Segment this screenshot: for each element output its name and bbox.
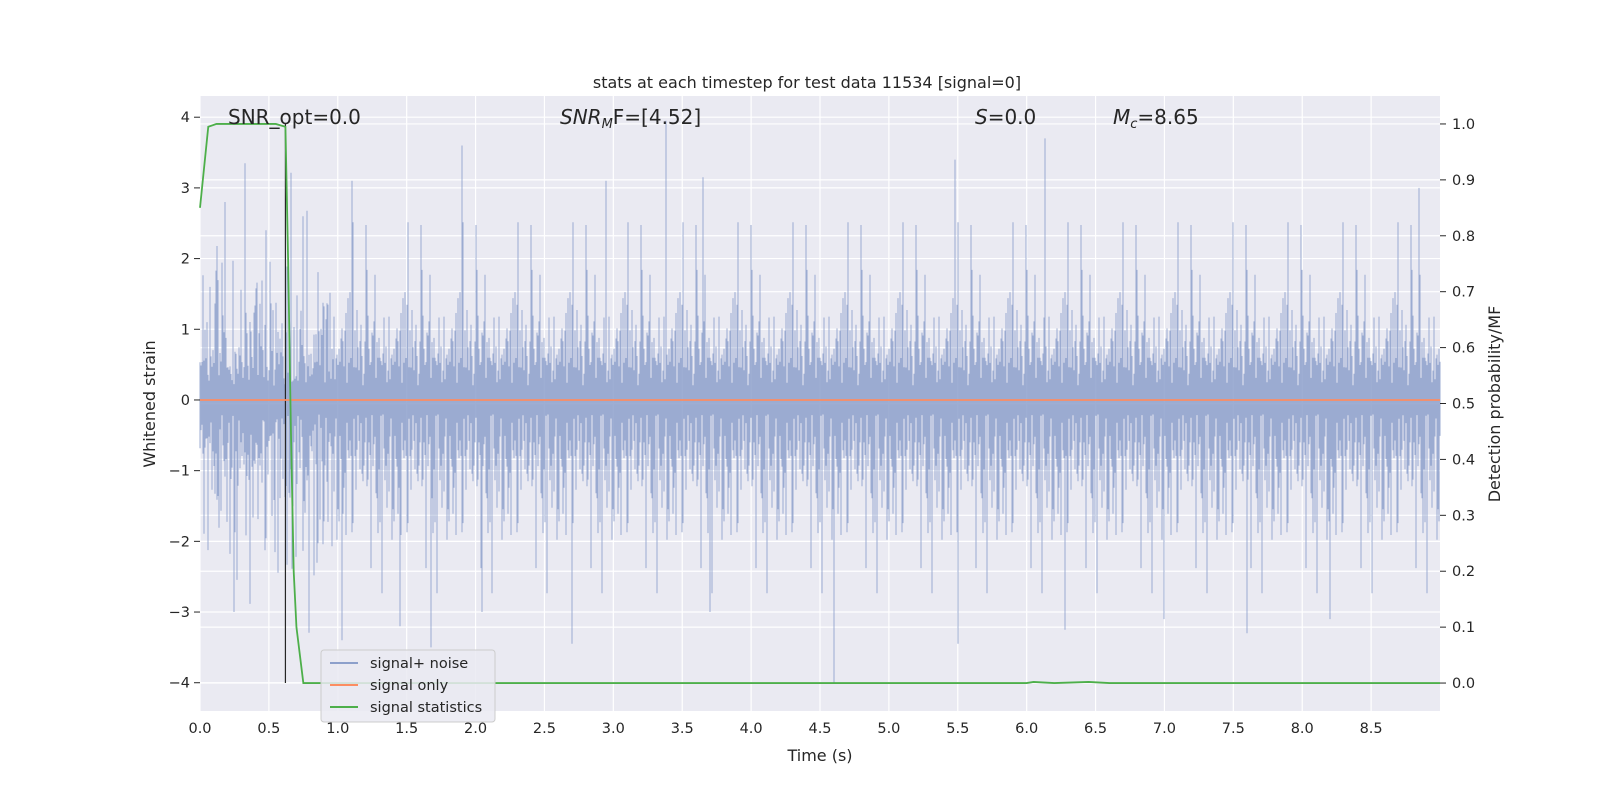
y-right-tick-label: 0.6 bbox=[1452, 341, 1475, 357]
x-tick-label: 2.0 bbox=[464, 721, 487, 737]
x-tick-label: 0.0 bbox=[188, 721, 211, 737]
series-lines bbox=[199, 123, 1440, 684]
y-tick-label: −2 bbox=[169, 534, 190, 550]
y-tick-label: −4 bbox=[169, 676, 190, 692]
y-tick-label: 4 bbox=[181, 110, 190, 126]
x-tick-label: 4.0 bbox=[740, 721, 763, 737]
y-tick-label: 1 bbox=[181, 322, 190, 338]
x-tick-label: 7.0 bbox=[1153, 721, 1176, 737]
x-tick-label: 2.5 bbox=[533, 721, 556, 737]
y-right-tick-label: 0.0 bbox=[1452, 676, 1475, 692]
y-right-tick-label: 0.5 bbox=[1452, 397, 1475, 413]
y-right-tick-label: 0.2 bbox=[1452, 564, 1475, 580]
x-tick-label: 7.5 bbox=[1222, 721, 1245, 737]
x-tick-label: 0.5 bbox=[257, 721, 280, 737]
signal-plus-noise-trace bbox=[199, 120, 1441, 683]
series-signal-plus-noise bbox=[199, 120, 1441, 683]
x-tick-label: 3.5 bbox=[671, 721, 694, 737]
y-axis-label-right: Detection probability/MF bbox=[1485, 306, 1504, 503]
x-tick-label: 6.5 bbox=[1084, 721, 1107, 737]
x-tick-label: 1.5 bbox=[395, 721, 418, 737]
y-tick-label: 2 bbox=[181, 252, 190, 268]
x-tick-label: 3.0 bbox=[602, 721, 625, 737]
annotation-mc: Mc=8.65 bbox=[1113, 105, 1199, 132]
legend: signal+ noise signal only signal statist… bbox=[320, 649, 496, 723]
y-right-tick-label: 1.0 bbox=[1452, 117, 1475, 133]
y-tick-label: −1 bbox=[169, 464, 190, 480]
legend-label-signal-plus-noise: signal+ noise bbox=[370, 656, 468, 672]
y-tick-label: −3 bbox=[169, 605, 190, 621]
annotation-snr-opt: SNR_opt=0.0 bbox=[228, 105, 361, 129]
x-tick-label: 4.5 bbox=[808, 721, 831, 737]
legend-label-signal-only: signal only bbox=[370, 678, 449, 694]
y-right-tick-label: 0.1 bbox=[1452, 620, 1475, 636]
y-right-tick-label: 0.7 bbox=[1452, 285, 1475, 301]
x-tick-label: 8.5 bbox=[1360, 721, 1383, 737]
annotation-snr-mf: SNRMF=[4.52] bbox=[560, 105, 701, 132]
y-right-tick-label: 0.9 bbox=[1452, 173, 1475, 189]
y-right-tick-label: 0.3 bbox=[1452, 508, 1475, 524]
x-tick-label: 8.0 bbox=[1291, 721, 1314, 737]
legend-box bbox=[320, 649, 496, 723]
tick-labels: 0.0 0.5 1.0 1.5 2.0 2.5 3.0 3.5 4.0 4.5 5.0 5.5 6.0 6… bbox=[169, 110, 1475, 737]
x-tick-label: 5.0 bbox=[877, 721, 900, 737]
annotation-s: S=0.0 bbox=[975, 105, 1036, 129]
annotations: SNR_opt=0.0 SNRMF=[4.52] S=0.0 Mc=8.65 bbox=[228, 105, 1199, 132]
legend-label-signal-statistics: signal statistics bbox=[370, 700, 482, 716]
y-right-tick-label: 0.4 bbox=[1452, 452, 1475, 468]
x-tick-label: 1.0 bbox=[326, 721, 349, 737]
x-tick-label: 5.5 bbox=[946, 721, 969, 737]
signal-statistics-line bbox=[199, 123, 1440, 684]
chart-title: stats at each timestep for test data 115… bbox=[593, 73, 1021, 92]
y-tick-label: 3 bbox=[181, 181, 190, 197]
y-right-tick-label: 0.8 bbox=[1452, 229, 1475, 245]
x-tick-label: 6.0 bbox=[1015, 721, 1038, 737]
x-axis-label: Time (s) bbox=[786, 746, 852, 765]
y-tick-label: 0 bbox=[181, 393, 190, 409]
y-axis-label-left: Whitened strain bbox=[140, 340, 159, 467]
